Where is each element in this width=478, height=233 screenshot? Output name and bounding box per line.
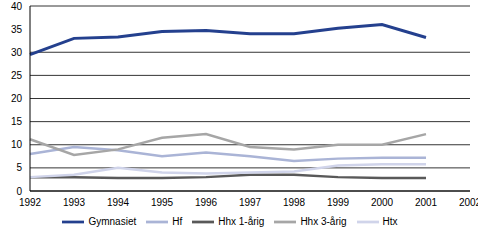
svg-text:40: 40 bbox=[11, 1, 23, 12]
html-text:Htx: Htx bbox=[382, 215, 398, 227]
svg-text:20: 20 bbox=[11, 93, 23, 104]
svg-text:1994: 1994 bbox=[107, 197, 130, 208]
svg-text:1992: 1992 bbox=[19, 197, 42, 208]
svg-text:1999: 1999 bbox=[327, 197, 350, 208]
svg-text:1993: 1993 bbox=[63, 197, 86, 208]
svg-text:2000: 2000 bbox=[371, 197, 394, 208]
svg-text:1998: 1998 bbox=[283, 197, 306, 208]
svg-text:15: 15 bbox=[11, 116, 23, 127]
html-text:Hhx 3-årig: Hhx 3-årig bbox=[300, 215, 347, 227]
svg-text:25: 25 bbox=[11, 70, 23, 81]
html-text:Hhx 1-årig: Hhx 1-årig bbox=[218, 215, 265, 227]
svg-text:30: 30 bbox=[11, 47, 23, 58]
svg-text:2001: 2001 bbox=[415, 197, 438, 208]
html-text:Gymnasiet: Gymnasiet bbox=[88, 215, 137, 227]
svg-text:35: 35 bbox=[11, 24, 23, 35]
svg-text:0: 0 bbox=[16, 186, 22, 197]
svg-text:5: 5 bbox=[16, 162, 22, 173]
svg-text:1995: 1995 bbox=[151, 197, 174, 208]
svg-text:10: 10 bbox=[11, 139, 23, 150]
svg-text:1996: 1996 bbox=[195, 197, 218, 208]
html-text:Hf: Hf bbox=[172, 215, 183, 227]
svg-text:2002: 2002 bbox=[459, 197, 470, 208]
svg-text:1997: 1997 bbox=[239, 197, 262, 208]
